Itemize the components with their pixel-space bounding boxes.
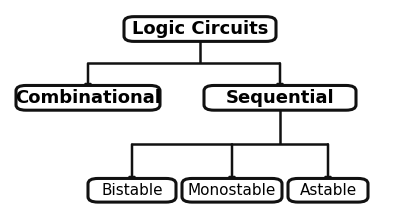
FancyBboxPatch shape bbox=[124, 17, 276, 41]
Text: Sequential: Sequential bbox=[226, 89, 334, 107]
FancyBboxPatch shape bbox=[88, 178, 176, 202]
Text: Monostable: Monostable bbox=[188, 183, 276, 198]
FancyBboxPatch shape bbox=[182, 178, 282, 202]
FancyBboxPatch shape bbox=[288, 178, 368, 202]
FancyBboxPatch shape bbox=[16, 86, 160, 110]
Text: Combinational: Combinational bbox=[15, 89, 161, 107]
Text: Logic Circuits: Logic Circuits bbox=[132, 20, 268, 38]
Text: Bistable: Bistable bbox=[101, 183, 163, 198]
Text: Astable: Astable bbox=[299, 183, 357, 198]
FancyBboxPatch shape bbox=[204, 86, 356, 110]
